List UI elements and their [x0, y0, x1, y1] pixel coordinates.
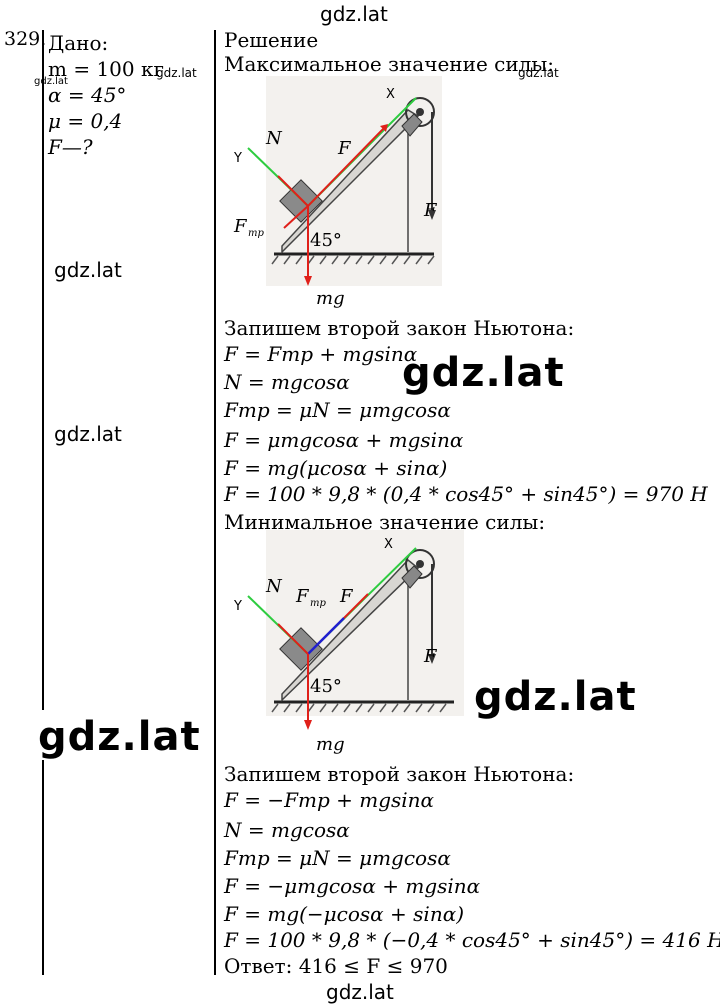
block [279, 179, 323, 223]
incline [281, 558, 420, 702]
equation-result-min: F = 100 * 9,8 * (−0,4 * cos45° + sin45°)… [224, 928, 720, 952]
friction-label: F [295, 586, 310, 607]
max-title: Максимальное значение силы: [224, 52, 555, 76]
block [279, 627, 323, 671]
pulley-bracket [401, 565, 423, 589]
normal-vector [277, 175, 309, 207]
ground-hatching [271, 255, 435, 265]
friction-subscript: тр [310, 598, 326, 609]
angle-label: 45° [310, 230, 342, 251]
axis-y-label: Y [233, 151, 242, 166]
equation-result-max: F = 100 * 9,8 * (0,4 * cos45° + sin45°) … [224, 482, 708, 506]
problem-number: 329. [4, 28, 47, 50]
watermark: gdz.lat [320, 2, 388, 26]
watermark: gdz.lat [474, 674, 637, 720]
force-down-label: F [423, 646, 438, 667]
force-f-label: F [337, 138, 352, 159]
normal-label: N [265, 128, 283, 149]
pulley-axle [416, 108, 424, 116]
solution-divider [214, 30, 216, 975]
angle-label: 45° [310, 676, 342, 697]
given-mass: m = 100 кг [48, 57, 164, 81]
equation: F = Fтр + mgsinα [224, 342, 418, 366]
given-friction: μ = 0,4 [48, 109, 123, 133]
pulley-axle [416, 560, 424, 568]
watermark: gdz.lat [54, 258, 122, 282]
gravity-label: mg [316, 734, 345, 755]
watermark: gdz.lat [518, 66, 559, 80]
solution-label: Решение [224, 28, 319, 52]
force-down-arrowhead [428, 210, 436, 220]
friction-label: F [233, 216, 248, 237]
axis-y-label: Y [233, 599, 242, 614]
equation: N = mgcosα [224, 370, 350, 394]
pulley [405, 97, 435, 127]
force-f-arrowhead [380, 124, 388, 132]
equation: F = mg(μcosα + sinα) [224, 456, 448, 480]
force-f-label: F [339, 586, 354, 607]
incline [281, 109, 420, 254]
equation: F = μmgcosα + mgsinα [224, 428, 464, 452]
gravity-label: mg [316, 288, 345, 309]
diagram-min-force: X Y N F тр F F 45° mg [233, 530, 464, 755]
gravity-arrowhead [304, 276, 312, 286]
given-angle: α = 45° [48, 83, 127, 107]
watermark: gdz.lat [402, 350, 565, 396]
diagram-max-force: X Y N F F тр F 45° mg [233, 76, 442, 309]
newton-heading: Запишем второй закон Ньютона: [224, 316, 575, 340]
equation: F = −μmgcosα + mgsinα [224, 874, 481, 898]
equation: F = −Fтр + mgsinα [224, 788, 435, 812]
equation: Fтр = μN = μmgcosα [224, 846, 451, 870]
normal-vector [277, 623, 309, 655]
watermark: gdz.lat [34, 76, 68, 87]
watermark: gdz.lat [54, 422, 122, 446]
given-label: Дано: [48, 31, 109, 55]
friction-vector [283, 205, 309, 229]
axis-x-label: X [384, 537, 393, 552]
equation: Fтр = μN = μmgcosα [224, 398, 451, 422]
force-down-label: F [423, 200, 438, 221]
newton-heading: Запишем второй закон Ньютона: [224, 762, 575, 786]
diagram-background [266, 530, 464, 716]
force-f-vector [307, 125, 387, 207]
force-down-arrowhead [428, 654, 436, 664]
friction-subscript: тр [248, 228, 264, 239]
watermark: gdz.lat [326, 980, 394, 1004]
pulley [405, 549, 435, 579]
normal-label: N [265, 576, 283, 597]
gravity-arrowhead [304, 720, 312, 730]
given-divider [42, 30, 44, 710]
watermark: gdz.lat [38, 714, 201, 760]
equation: N = mgcosα [224, 818, 350, 842]
watermark: gdz.lat [156, 66, 197, 80]
pulley-bracket [401, 113, 423, 137]
answer: Ответ: 416 ≤ F ≤ 970 [224, 954, 448, 978]
axis-x-label: X [386, 87, 395, 102]
given-divider-lower [42, 760, 44, 975]
friction-vector [307, 617, 345, 655]
equation: F = mg(−μcosα + sinα) [224, 902, 465, 926]
given-unknown: F—? [48, 135, 93, 159]
